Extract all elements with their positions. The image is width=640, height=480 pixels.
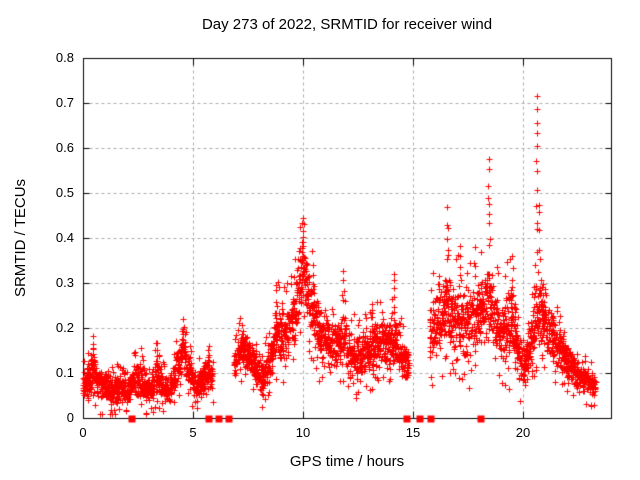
x-tick-label: 5 <box>189 425 197 440</box>
y-tick-label: 0.4 <box>55 230 74 245</box>
chart-title: Day 273 of 2022, SRMTID for receiver win… <box>201 16 493 33</box>
y-tick-label: 0.7 <box>55 95 74 110</box>
y-tick-label: 0.3 <box>55 275 74 290</box>
y-tick-label: 0.2 <box>55 320 74 335</box>
x-axis-label: GPS time / hours <box>289 453 405 470</box>
x-tick-label: 0 <box>79 425 87 440</box>
x-tick-label: 10 <box>295 425 311 440</box>
y-tick-label: 0 <box>66 410 74 425</box>
x-tick-label: 15 <box>405 425 421 440</box>
x-tick-label: 20 <box>515 425 531 440</box>
y-tick-label: 0.8 <box>55 50 74 65</box>
y-tick-label: 0.1 <box>55 365 74 380</box>
y-tick-label: 0.6 <box>55 140 74 155</box>
y-tick-label: 0.5 <box>55 185 74 200</box>
